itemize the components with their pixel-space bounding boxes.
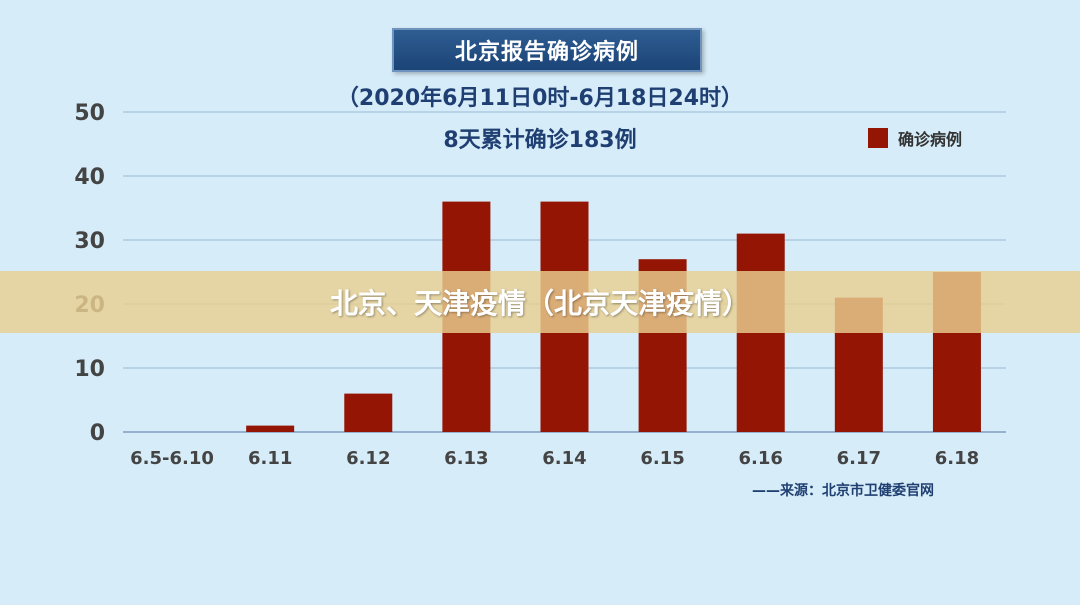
y-tick-label: 30 <box>74 229 105 254</box>
x-tick-label: 6.13 <box>444 448 488 469</box>
x-tick-label: 6.17 <box>837 448 881 469</box>
y-tick-label: 50 <box>74 101 105 126</box>
chart-title: 北京报告确诊病例 <box>392 28 702 72</box>
y-tick-label: 0 <box>90 421 105 446</box>
overlay-banner: 北京、天津疫情（北京天津疫情） <box>0 271 1080 333</box>
source-note: ——来源：北京市卫健委官网 <box>752 483 934 499</box>
bar <box>246 425 295 432</box>
x-tick-label: 6.14 <box>542 448 586 469</box>
x-tick-label: 6.11 <box>248 448 292 469</box>
x-tick-label: 6.18 <box>935 448 979 469</box>
chart-annotation: 8天累计确诊183例 <box>443 128 637 153</box>
x-tick-label: 6.5-6.10 <box>130 448 214 469</box>
chart-subtitle: （2020年6月11日0时-6月18日24时） <box>336 86 744 111</box>
legend-swatch <box>868 128 888 148</box>
bar <box>344 393 393 432</box>
banner-text: 北京、天津疫情（北京天津疫情） <box>329 287 750 320</box>
x-tick-label: 6.12 <box>346 448 390 469</box>
legend-label: 确诊病例 <box>898 130 963 149</box>
x-tick-label: 6.16 <box>739 448 783 469</box>
y-tick-label: 40 <box>74 165 105 190</box>
x-tick-label: 6.15 <box>640 448 684 469</box>
y-tick-label: 10 <box>74 357 105 382</box>
legend: 确诊病例 <box>868 126 962 150</box>
